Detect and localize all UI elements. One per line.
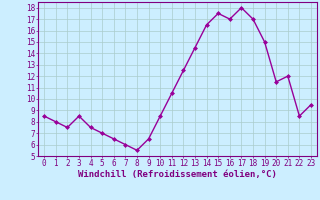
- X-axis label: Windchill (Refroidissement éolien,°C): Windchill (Refroidissement éolien,°C): [78, 170, 277, 179]
